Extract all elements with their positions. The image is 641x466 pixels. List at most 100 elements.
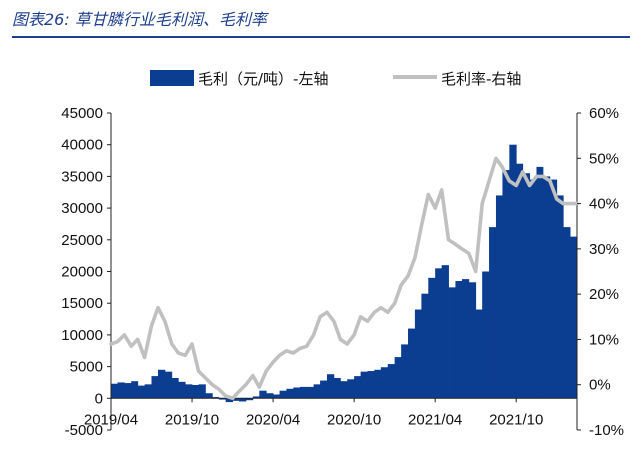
bar [455,281,463,399]
bar [401,344,409,399]
right-tick-label: 20% [589,286,619,303]
ticks-layer: -5000 0 5000 10000 15000 20000 25000 30000 35000… [61,105,624,439]
bar [374,369,382,399]
bar [144,384,152,399]
bar [232,398,240,401]
bar [516,163,524,399]
legend-line-label: 毛利率-右轴 [441,70,521,88]
x-tick-label: 2021/10 [489,411,543,428]
bar [509,144,517,399]
bar [124,383,132,399]
bar [212,397,220,399]
bar [225,398,233,403]
bar [171,378,179,399]
bar [468,282,477,399]
bar [354,376,362,399]
x-tick-label: 2019/04 [84,411,138,428]
bar [542,176,551,399]
bar [536,166,544,399]
bar [414,309,422,399]
bar [380,367,389,399]
bar [482,271,490,399]
bar [502,170,510,399]
bar [394,357,402,399]
bar [137,385,146,399]
left-tick-label: 15000 [61,295,103,312]
bar [441,265,449,399]
left-tick-label: 10000 [61,327,103,344]
bar [192,384,199,399]
left-tick-label: 45000 [61,105,103,122]
bar [522,173,530,399]
left-tick-label: -5000 [65,422,103,439]
bar [218,398,227,400]
bar [360,371,368,399]
bar [205,393,213,399]
legend: 毛利（元/吨）-左轴 毛利率-右轴 [150,70,521,88]
left-tick-label: 35000 [61,168,103,185]
bar [489,227,497,399]
bar [475,309,483,399]
right-tick-label: 30% [589,241,619,258]
bar [461,279,470,399]
bar [286,388,294,399]
bar [529,179,537,399]
bar [563,227,571,399]
bar [428,277,436,399]
right-tick-label: 10% [589,331,619,348]
legend-bar-swatch [150,70,194,86]
bars-layer [111,144,578,403]
bar [347,379,355,399]
right-tick-label: -10% [589,422,624,439]
bar [245,398,254,401]
x-tick-label: 2020/10 [327,411,381,428]
bar [198,384,206,399]
margin-line [109,156,579,401]
bar [313,384,321,399]
left-tick-label: 0 [95,390,103,407]
bar [556,195,564,399]
bar [131,381,139,399]
left-tick-label: 5000 [70,359,103,376]
bar [333,378,341,399]
bar [408,328,416,399]
bar [111,383,118,399]
bar [421,293,429,399]
bar [367,371,375,399]
bar [279,390,287,399]
bar [252,396,260,399]
bar [178,381,186,399]
bar [495,195,503,399]
right-tick-label: 0% [589,377,611,394]
bar [326,374,335,399]
bar [299,386,308,399]
bar [435,268,443,399]
left-tick-label: 20000 [61,264,103,281]
bar [164,371,173,399]
bar [259,390,267,399]
bar [306,386,315,399]
bar [340,381,348,399]
x-tick-label: 2021/04 [408,411,462,428]
bar [239,398,247,402]
bar [185,384,193,399]
left-tick-label: 30000 [61,200,103,217]
bar [117,382,125,399]
bar [570,236,578,399]
right-tick-label: 50% [589,150,619,167]
bar [158,369,166,399]
bar [273,394,280,399]
bar [320,380,328,399]
bar [448,287,456,399]
bar [266,393,274,399]
bar [293,387,301,399]
left-tick-label: 40000 [61,137,103,154]
right-tick-label: 40% [589,196,619,213]
bar [151,376,159,399]
right-tick-label: 60% [589,105,619,122]
left-tick-label: 25000 [61,232,103,249]
title-rule [12,36,630,38]
bar [549,179,558,399]
bar [387,364,396,399]
